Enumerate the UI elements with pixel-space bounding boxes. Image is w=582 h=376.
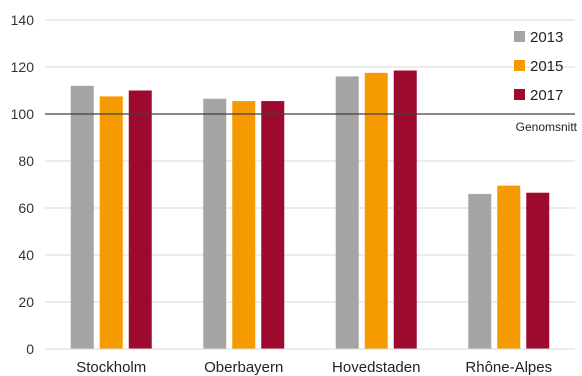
legend-swatch-2015 xyxy=(514,60,525,71)
bar-2015 xyxy=(232,101,256,349)
y-tick-label: 120 xyxy=(11,59,35,75)
legend-swatch-2017 xyxy=(514,89,525,100)
x-category-label: Oberbayern xyxy=(204,359,283,376)
bar-2013 xyxy=(203,98,227,349)
y-tick-label: 60 xyxy=(18,200,34,216)
bar-2015 xyxy=(364,72,388,349)
bar-2017 xyxy=(393,70,417,350)
y-tick-label: 80 xyxy=(18,153,34,169)
bar-2013 xyxy=(335,76,359,350)
x-category-label: Stockholm xyxy=(76,359,146,376)
reference-line-label: Genomsnitt xyxy=(516,120,578,134)
legend-label: 2015 xyxy=(530,58,563,75)
y-tick-label: 0 xyxy=(26,341,34,357)
legend-label: 2017 xyxy=(530,87,563,104)
y-tick-label: 100 xyxy=(11,106,35,122)
y-tick-label: 40 xyxy=(18,247,34,263)
bar-2013 xyxy=(468,193,492,349)
legend-swatch-2013 xyxy=(514,31,525,42)
bar-2017 xyxy=(526,192,550,349)
x-category-label: Rhône-Alpes xyxy=(465,359,552,376)
x-category-label: Hovedstaden xyxy=(332,359,420,376)
y-tick-label: 140 xyxy=(11,12,35,28)
bar-2015 xyxy=(497,185,521,349)
y-tick-label: 20 xyxy=(18,294,34,310)
bar-2017 xyxy=(261,101,285,349)
bar-2013 xyxy=(70,85,94,350)
legend-label: 2013 xyxy=(530,29,563,46)
bar-2015 xyxy=(99,96,123,349)
bar-2017 xyxy=(128,90,152,349)
